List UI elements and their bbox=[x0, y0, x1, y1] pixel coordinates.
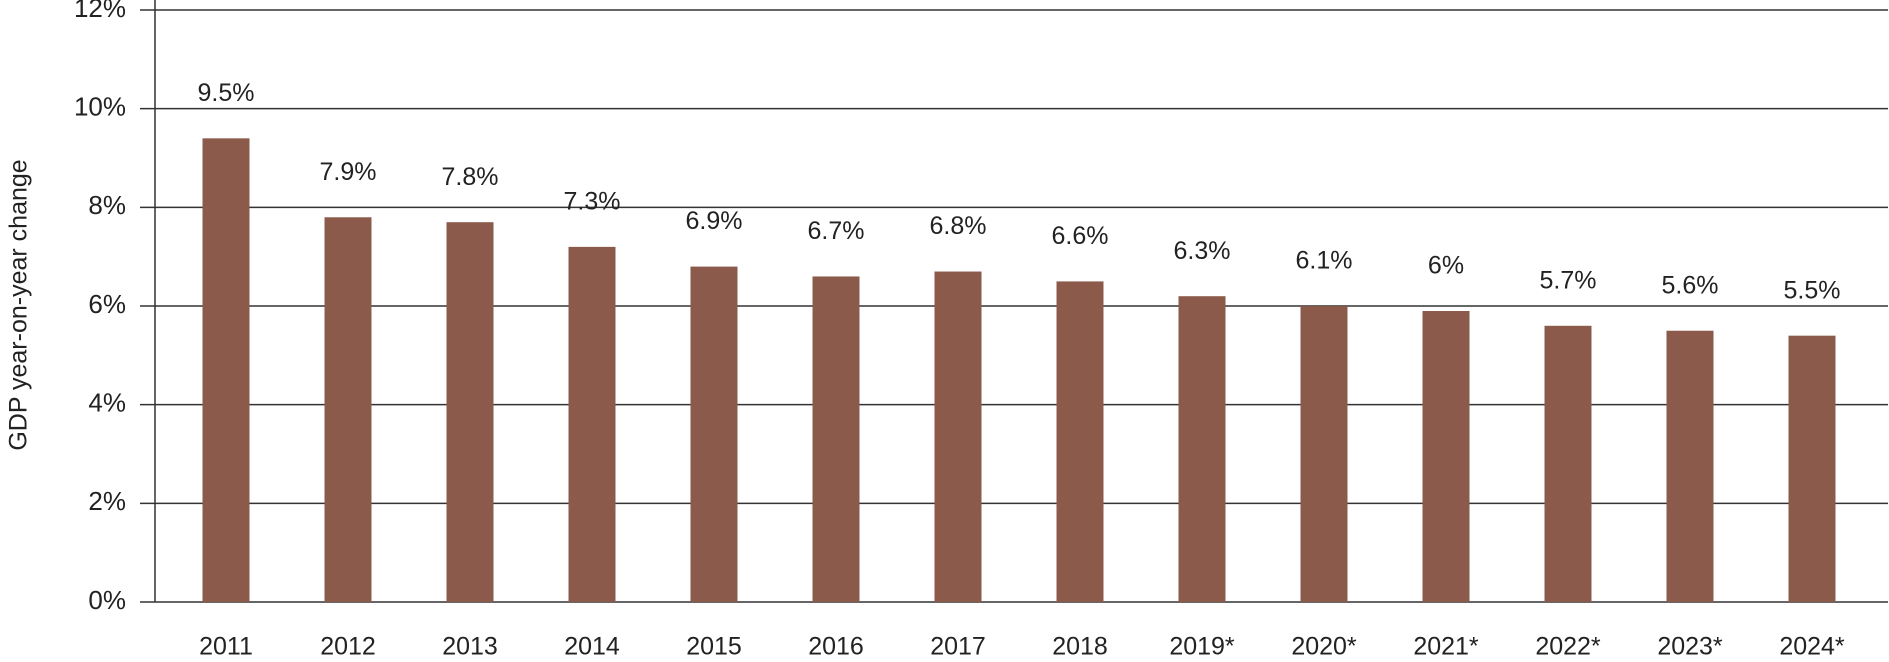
x-tick-label: 2011 bbox=[199, 633, 253, 661]
data-label: 6% bbox=[1428, 252, 1464, 280]
gridlines bbox=[140, 9, 1888, 603]
y-tick-label: 12% bbox=[74, 0, 126, 23]
x-tick-label: 2024* bbox=[1779, 633, 1845, 661]
x-tick-label: 2013 bbox=[442, 633, 498, 661]
x-tick-label: 2017 bbox=[930, 633, 986, 661]
x-tick-label: 2020* bbox=[1291, 633, 1357, 661]
bar-2011 bbox=[202, 138, 250, 603]
bar-2012 bbox=[324, 217, 372, 602]
x-tick-label: 2012 bbox=[320, 633, 376, 661]
x-tick-label: 2021* bbox=[1413, 633, 1479, 661]
bar-2016 bbox=[812, 276, 860, 602]
y-tick-label: 8% bbox=[88, 190, 126, 220]
data-label: 5.7% bbox=[1540, 266, 1597, 294]
y-tick-labels: 0% 2% 4% 6% 8% 10% 12% bbox=[74, 0, 126, 615]
bar-2020 bbox=[1300, 306, 1348, 602]
data-label: 6.7% bbox=[808, 217, 865, 245]
x-tick-label: 2022* bbox=[1535, 633, 1601, 661]
y-tick-label: 2% bbox=[88, 486, 126, 516]
bar-2022 bbox=[1544, 325, 1592, 602]
bar-2023 bbox=[1666, 330, 1714, 602]
x-tick-label: 2023* bbox=[1657, 633, 1723, 661]
x-tick-label: 2015 bbox=[686, 633, 742, 661]
data-label: 5.5% bbox=[1784, 276, 1841, 304]
bar-2018 bbox=[1056, 281, 1104, 602]
data-label: 6.3% bbox=[1174, 237, 1231, 265]
bar-2024 bbox=[1788, 335, 1836, 602]
bars bbox=[202, 138, 1836, 603]
data-label: 7.9% bbox=[320, 158, 377, 186]
data-label: 6.1% bbox=[1296, 247, 1353, 275]
x-tick-label: 2016 bbox=[808, 633, 864, 661]
y-tick-label: 4% bbox=[88, 388, 126, 418]
bar-2021 bbox=[1422, 311, 1470, 602]
data-label: 7.3% bbox=[564, 187, 621, 215]
y-tick-label: 0% bbox=[88, 585, 126, 615]
x-tick-label: 2014 bbox=[564, 633, 620, 661]
data-label: 5.6% bbox=[1662, 271, 1719, 299]
data-label: 9.5% bbox=[198, 79, 255, 107]
data-label: 6.9% bbox=[686, 207, 743, 235]
x-tick-labels: 2011 2012 2013 2014 2015 2016 2017 2018 2019* 202… bbox=[199, 633, 1845, 661]
data-label: 6.6% bbox=[1052, 222, 1109, 250]
y-axis-label: GDP year-on-year change bbox=[5, 159, 33, 450]
bar-2014 bbox=[568, 246, 616, 602]
bar-2019 bbox=[1178, 296, 1226, 602]
x-tick-label: 2018 bbox=[1052, 633, 1108, 661]
bar-2015 bbox=[690, 266, 738, 602]
data-label: 7.8% bbox=[442, 163, 499, 191]
bar-2017 bbox=[934, 271, 982, 602]
data-label: 6.8% bbox=[930, 212, 987, 240]
y-tick-label: 6% bbox=[88, 289, 126, 319]
data-labels: 9.5% 7.9% 7.8% 7.3% 6.9% 6.7% 6.8% 6.6% 6.3% 6.1%… bbox=[198, 79, 1841, 304]
bar-2013 bbox=[446, 222, 494, 602]
x-tick-label: 2019* bbox=[1169, 633, 1235, 661]
y-tick-label: 10% bbox=[74, 92, 126, 122]
